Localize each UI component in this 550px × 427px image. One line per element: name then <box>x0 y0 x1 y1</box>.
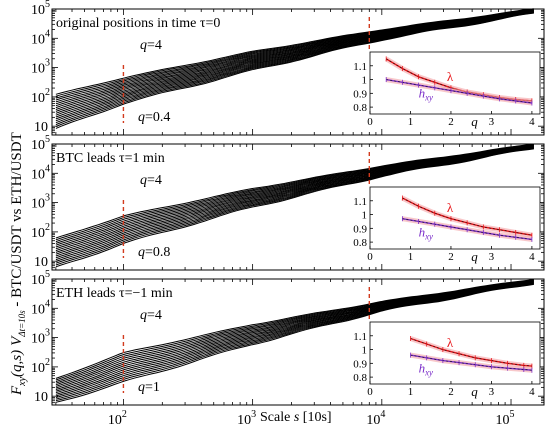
inset-x-tick-label: 2 <box>448 116 454 128</box>
inset-y-tick-label: 1 <box>362 345 368 357</box>
q-curve <box>55 143 534 239</box>
inset-x-tick-label: 1 <box>408 251 414 263</box>
y-tick-label: 104 <box>31 163 50 182</box>
x-tick-label: 102 <box>108 409 127 427</box>
y-tick-label: 104 <box>31 28 50 47</box>
q-curve <box>55 8 534 95</box>
inset-fit-line <box>386 79 532 104</box>
inset-y-tick-label: 0.8 <box>353 372 367 384</box>
inset-x-tick-label: 4 <box>529 116 535 128</box>
q-top-label: q=4 <box>140 308 162 323</box>
y-axis-label: Fxy(q,s)VΔt=10s - BTC/USDT vs ETH/USDT <box>9 132 28 396</box>
inset-y-tick-label: 1 <box>362 75 368 87</box>
curve-family <box>55 8 534 129</box>
inset-x-label: q <box>471 114 478 129</box>
inset-x-tick-label: 3 <box>489 386 495 398</box>
inset-series-label: hxy <box>419 225 434 242</box>
x-tick-label: 104 <box>366 409 385 427</box>
y-tick-label: 104 <box>31 298 50 317</box>
q-bottom-label: q=1 <box>138 380 160 395</box>
y-tick-label: 102 <box>31 357 50 376</box>
inset-y-tick-label: 0.9 <box>353 88 367 100</box>
panel-annotation: BTC leads τ=1 min <box>56 151 165 166</box>
curve-family <box>55 143 534 268</box>
y-tick-label: 105 <box>31 134 50 153</box>
inset-y-tick-label: 1.1 <box>353 61 367 73</box>
x-tick-labels: 102 103 104 105 <box>108 409 515 427</box>
y-tick-label: 102 <box>31 87 50 106</box>
panel-annotation: ETH leads τ=−1 min <box>56 286 173 301</box>
curve-family <box>55 278 534 403</box>
y-tick-label: 103 <box>31 58 50 77</box>
inset-x-tick-label: 4 <box>529 251 535 263</box>
inset-y-tick-label: 0.9 <box>353 358 367 370</box>
panel-annotation: original positions in time τ=0 <box>56 16 220 31</box>
q-top-label: q=4 <box>140 38 162 53</box>
q-top-label: q=4 <box>140 173 162 188</box>
inset-x-tick-label: 2 <box>448 251 454 263</box>
q-bottom-label: q=0.8 <box>138 245 170 260</box>
inset-y-tick-label: 1 <box>362 210 368 222</box>
inset-y-tick-label: 0.8 <box>353 102 367 114</box>
y-tick-label: 105 <box>31 269 50 288</box>
inset-series-label: λ <box>447 335 454 350</box>
inset-x-tick-label: 0 <box>367 116 373 128</box>
y-tick-label: 103 <box>31 193 50 212</box>
y-tick-label: 10 <box>34 390 48 405</box>
panel-bottom: 10 102 103 104 105 ETH leads τ=−1 min q=4 q=1 0 1… <box>31 269 545 406</box>
q-bottom-label: q=0.4 <box>138 110 170 125</box>
inset-x-tick-label: 1 <box>408 116 414 128</box>
x-axis-label: Scale s [10s] <box>260 410 332 425</box>
inset-y-tick-label: 0.8 <box>353 237 367 249</box>
inset-y-tick-label: 1.1 <box>353 196 367 208</box>
y-tick-label: 103 <box>31 328 50 347</box>
y-tick-label: 10 <box>34 120 48 135</box>
inset-x-tick-label: 0 <box>367 251 373 263</box>
inset-x-tick-label: 4 <box>529 386 535 398</box>
q-curve <box>55 278 534 379</box>
inset-series-label: λ <box>447 200 454 215</box>
inset-x-label: q <box>471 384 478 399</box>
inset-x-tick-label: 0 <box>367 386 373 398</box>
y-tick-label: 105 <box>31 0 50 18</box>
inset-x-tick-label: 2 <box>448 386 454 398</box>
inset-x-label: q <box>471 249 478 264</box>
inset-series-label: λ <box>447 69 454 84</box>
inset-series-label: hxy <box>419 360 434 377</box>
y-tick-label: 10 <box>34 255 48 270</box>
inset-x-tick-label: 3 <box>489 116 495 128</box>
y-tick-label: 102 <box>31 222 50 241</box>
x-tick-label: 105 <box>496 409 515 427</box>
x-tick-label: 103 <box>237 409 256 427</box>
inset-series-label: hxy <box>419 85 434 102</box>
inset-y-tick-label: 0.9 <box>353 223 367 235</box>
inset-x-tick-label: 3 <box>489 251 495 263</box>
inset-x-tick-label: 1 <box>408 386 414 398</box>
inset-y-tick-label: 1.1 <box>353 331 367 343</box>
